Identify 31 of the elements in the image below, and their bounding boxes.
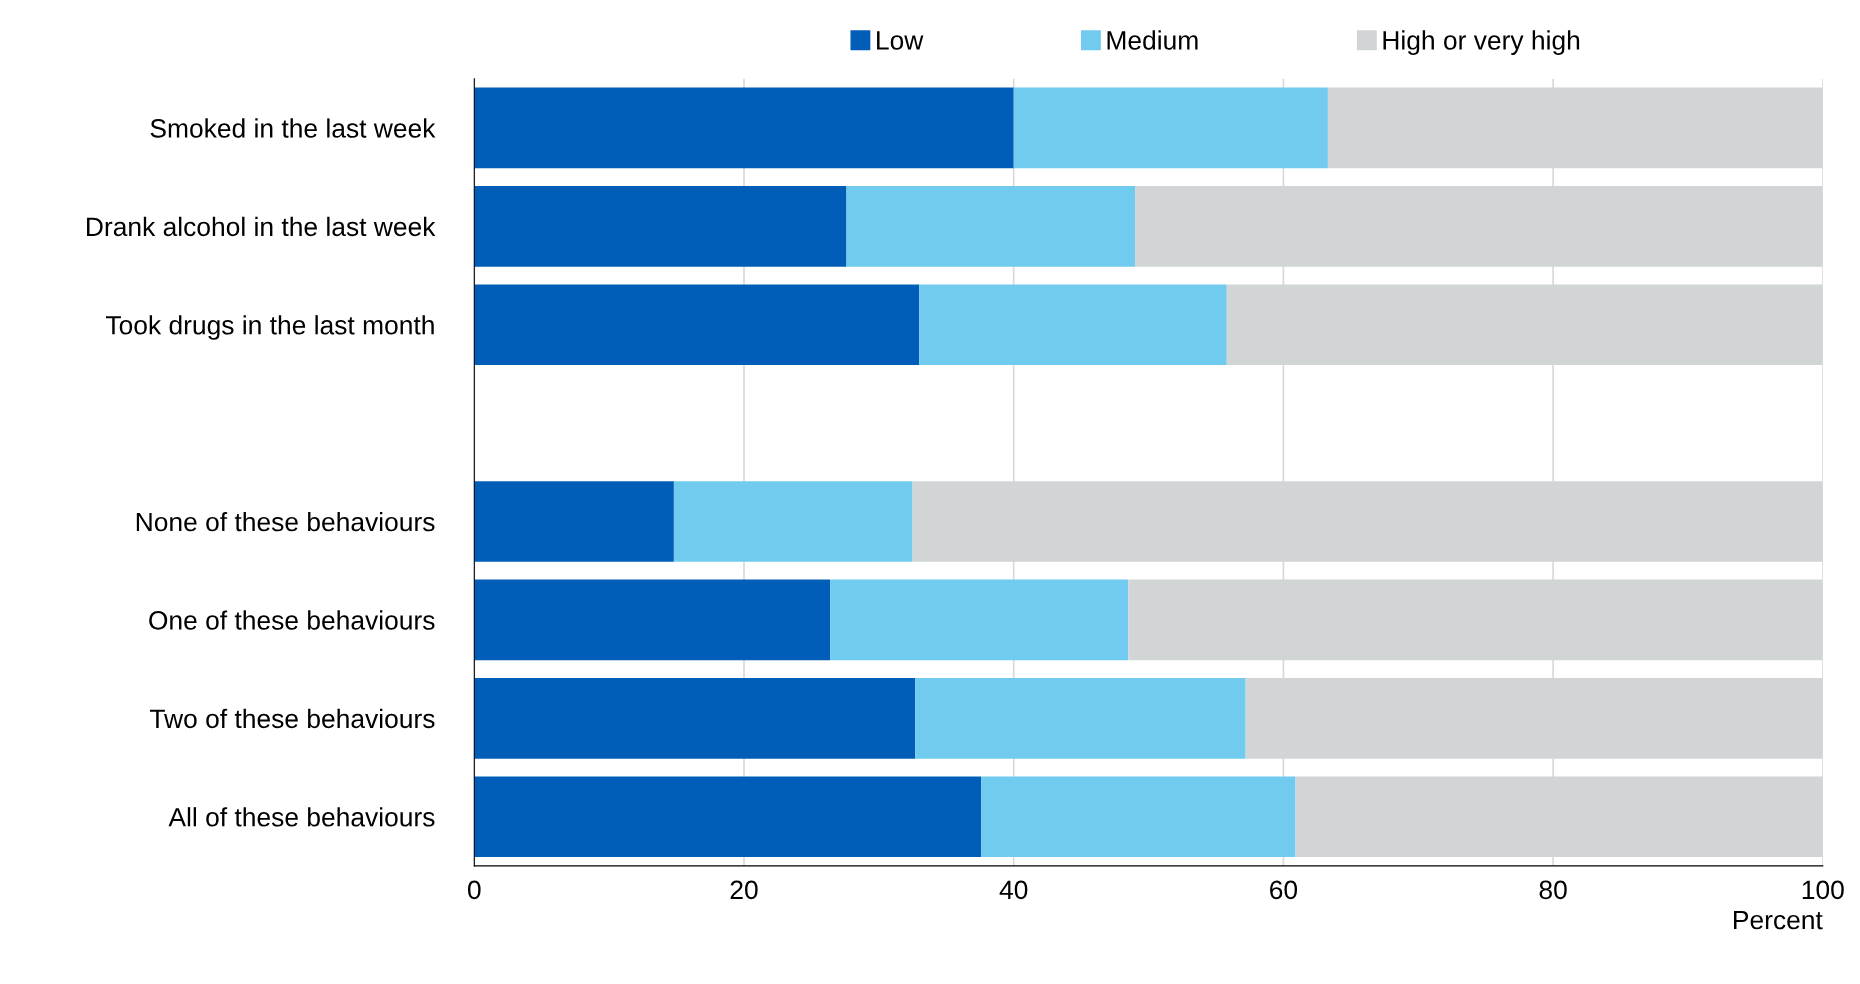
bar bbox=[846, 185, 1136, 267]
bar bbox=[474, 185, 847, 267]
y-tick-label: Drank alcohol in the last week bbox=[87, 216, 436, 237]
bar bbox=[981, 776, 1296, 858]
legend-label: Medium bbox=[1107, 30, 1198, 50]
bar bbox=[915, 677, 1246, 759]
x-tick-label: 60 bbox=[1270, 880, 1298, 900]
x-tick-label: 20 bbox=[730, 880, 758, 900]
y-tick-label: Two of these behaviours bbox=[149, 708, 435, 729]
y-tick-label: None of these behaviours bbox=[136, 511, 435, 532]
legend-label: High or very high bbox=[1383, 30, 1580, 55]
bar bbox=[830, 579, 1129, 661]
bar bbox=[1013, 87, 1328, 169]
bar bbox=[474, 87, 1014, 169]
y-tick-label: Smoked in the last week bbox=[150, 118, 436, 138]
bar bbox=[474, 776, 982, 858]
x-tick-label: 0 bbox=[467, 880, 481, 900]
x-tick-label: 100 bbox=[1802, 880, 1844, 900]
x-tick-label: 80 bbox=[1539, 880, 1567, 900]
legend-label: Low bbox=[877, 31, 924, 50]
bar bbox=[673, 481, 913, 562]
y-tick-label: One of these behaviours bbox=[149, 610, 435, 630]
bar bbox=[474, 579, 831, 661]
bar bbox=[919, 284, 1227, 366]
bar bbox=[474, 481, 674, 562]
x-axis-title: Percent bbox=[1734, 910, 1823, 930]
y-tick-label: Took drugs in the last month bbox=[106, 315, 434, 340]
bar bbox=[474, 677, 916, 759]
x-tick-label: 40 bbox=[999, 880, 1028, 900]
bar bbox=[474, 284, 920, 366]
y-tick-label: All of these behaviours bbox=[168, 807, 435, 827]
